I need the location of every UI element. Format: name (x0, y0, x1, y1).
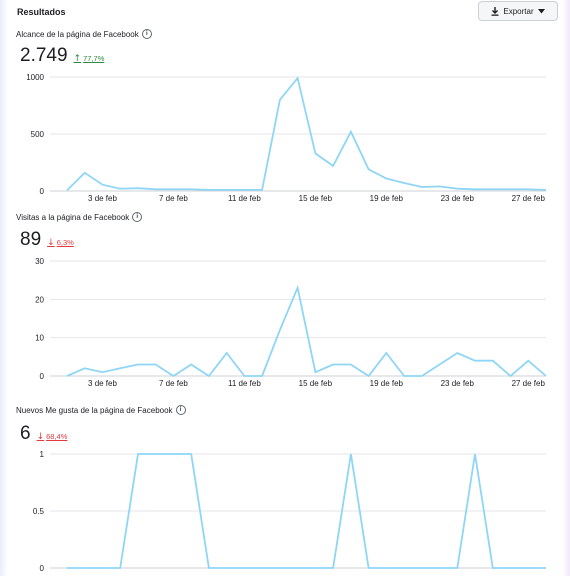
x-tick-label: 23 de feb (441, 379, 475, 388)
arrow-down-icon: ↓ (36, 432, 45, 442)
metric-value-likes: 6 ↓ 68,4% (20, 423, 67, 445)
x-tick-label: 7 de feb (159, 194, 188, 203)
x-tick-label: 3 de feb (88, 379, 117, 388)
x-tick-label: 3 de feb (88, 194, 117, 203)
x-tick-label: 15 de feb (299, 379, 333, 388)
x-tick-label: 19 de feb (370, 194, 404, 203)
y-tick-label: 0 (40, 187, 45, 196)
delta-badge: ↑ 77,7% (74, 54, 105, 64)
info-icon[interactable]: i (132, 212, 143, 222)
arrow-up-icon: ↑ (73, 54, 82, 64)
y-tick-label: 500 (31, 130, 45, 139)
delta-text: 6,3% (56, 238, 74, 247)
series-line (66, 284, 547, 378)
export-button[interactable]: Exportar (478, 1, 558, 21)
x-tick-label: 7 de feb (159, 379, 188, 388)
metric-label-text: Nuevos Me gusta de la página de Facebook (16, 405, 173, 415)
arrow-down-icon: ↓ (47, 238, 55, 248)
series-line (67, 453, 546, 569)
metric-label-visits: Visitas a la página de Facebook i (16, 212, 143, 222)
y-tick-label: 0.5 (33, 507, 45, 516)
visits-chart: 0 10 20 30 3 de feb 7 de feb 11 de feb 15 de fe… (35, 257, 547, 388)
y-tick-label: 0 (40, 372, 45, 381)
download-icon (491, 6, 499, 16)
delta-text: 68,4% (46, 432, 68, 441)
results-title: Resultados (17, 7, 66, 17)
delta-badge: ↓ 6,3% (47, 238, 74, 248)
series-line (66, 76, 547, 192)
caret-down-icon[interactable] (537, 8, 545, 14)
y-tick-label: 0 (40, 564, 45, 573)
x-tick-label: 11 de feb (228, 194, 261, 203)
reach-chart: 0 500 1000 3 de feb 7 de feb 11 de feb 15 de f… (26, 73, 547, 203)
info-icon[interactable]: i (175, 405, 186, 415)
x-tick-label: 27 de feb (512, 194, 546, 203)
y-tick-label: 30 (35, 257, 44, 266)
info-icon[interactable]: i (141, 29, 152, 39)
metric-label-reach: Alcance de la página de Facebook i (16, 29, 152, 39)
likes-chart: 00.51 (33, 450, 546, 573)
metric-value-reach: 2.749 ↑ 77,7% (20, 45, 104, 67)
export-label: Exportar (503, 6, 534, 16)
results-panel (8, 0, 562, 570)
x-tick-label: 11 de feb (228, 379, 261, 388)
metric-value-text: 2.749 (20, 45, 68, 66)
y-tick-label: 1 (40, 450, 45, 459)
delta-text: 77,7% (83, 54, 105, 63)
metric-label-text: Visitas a la página de Facebook (16, 212, 130, 222)
x-tick-label: 15 de feb (299, 194, 333, 203)
y-tick-label: 1000 (26, 73, 44, 82)
delta-badge: ↓ 68,4% (37, 432, 68, 442)
metric-value-text: 89 (20, 229, 42, 250)
x-tick-label: 23 de feb (441, 194, 475, 203)
metric-value-text: 6 (20, 423, 31, 444)
metric-label-likes: Nuevos Me gusta de la página de Facebook… (16, 405, 186, 415)
x-tick-label: 19 de feb (370, 379, 404, 388)
y-tick-label: 10 (35, 334, 44, 343)
metric-value-visits: 89 ↓ 6,3% (20, 229, 74, 251)
x-tick-label: 27 de feb (512, 379, 546, 388)
y-tick-label: 20 (35, 295, 44, 304)
metric-label-text: Alcance de la página de Facebook (16, 29, 139, 39)
